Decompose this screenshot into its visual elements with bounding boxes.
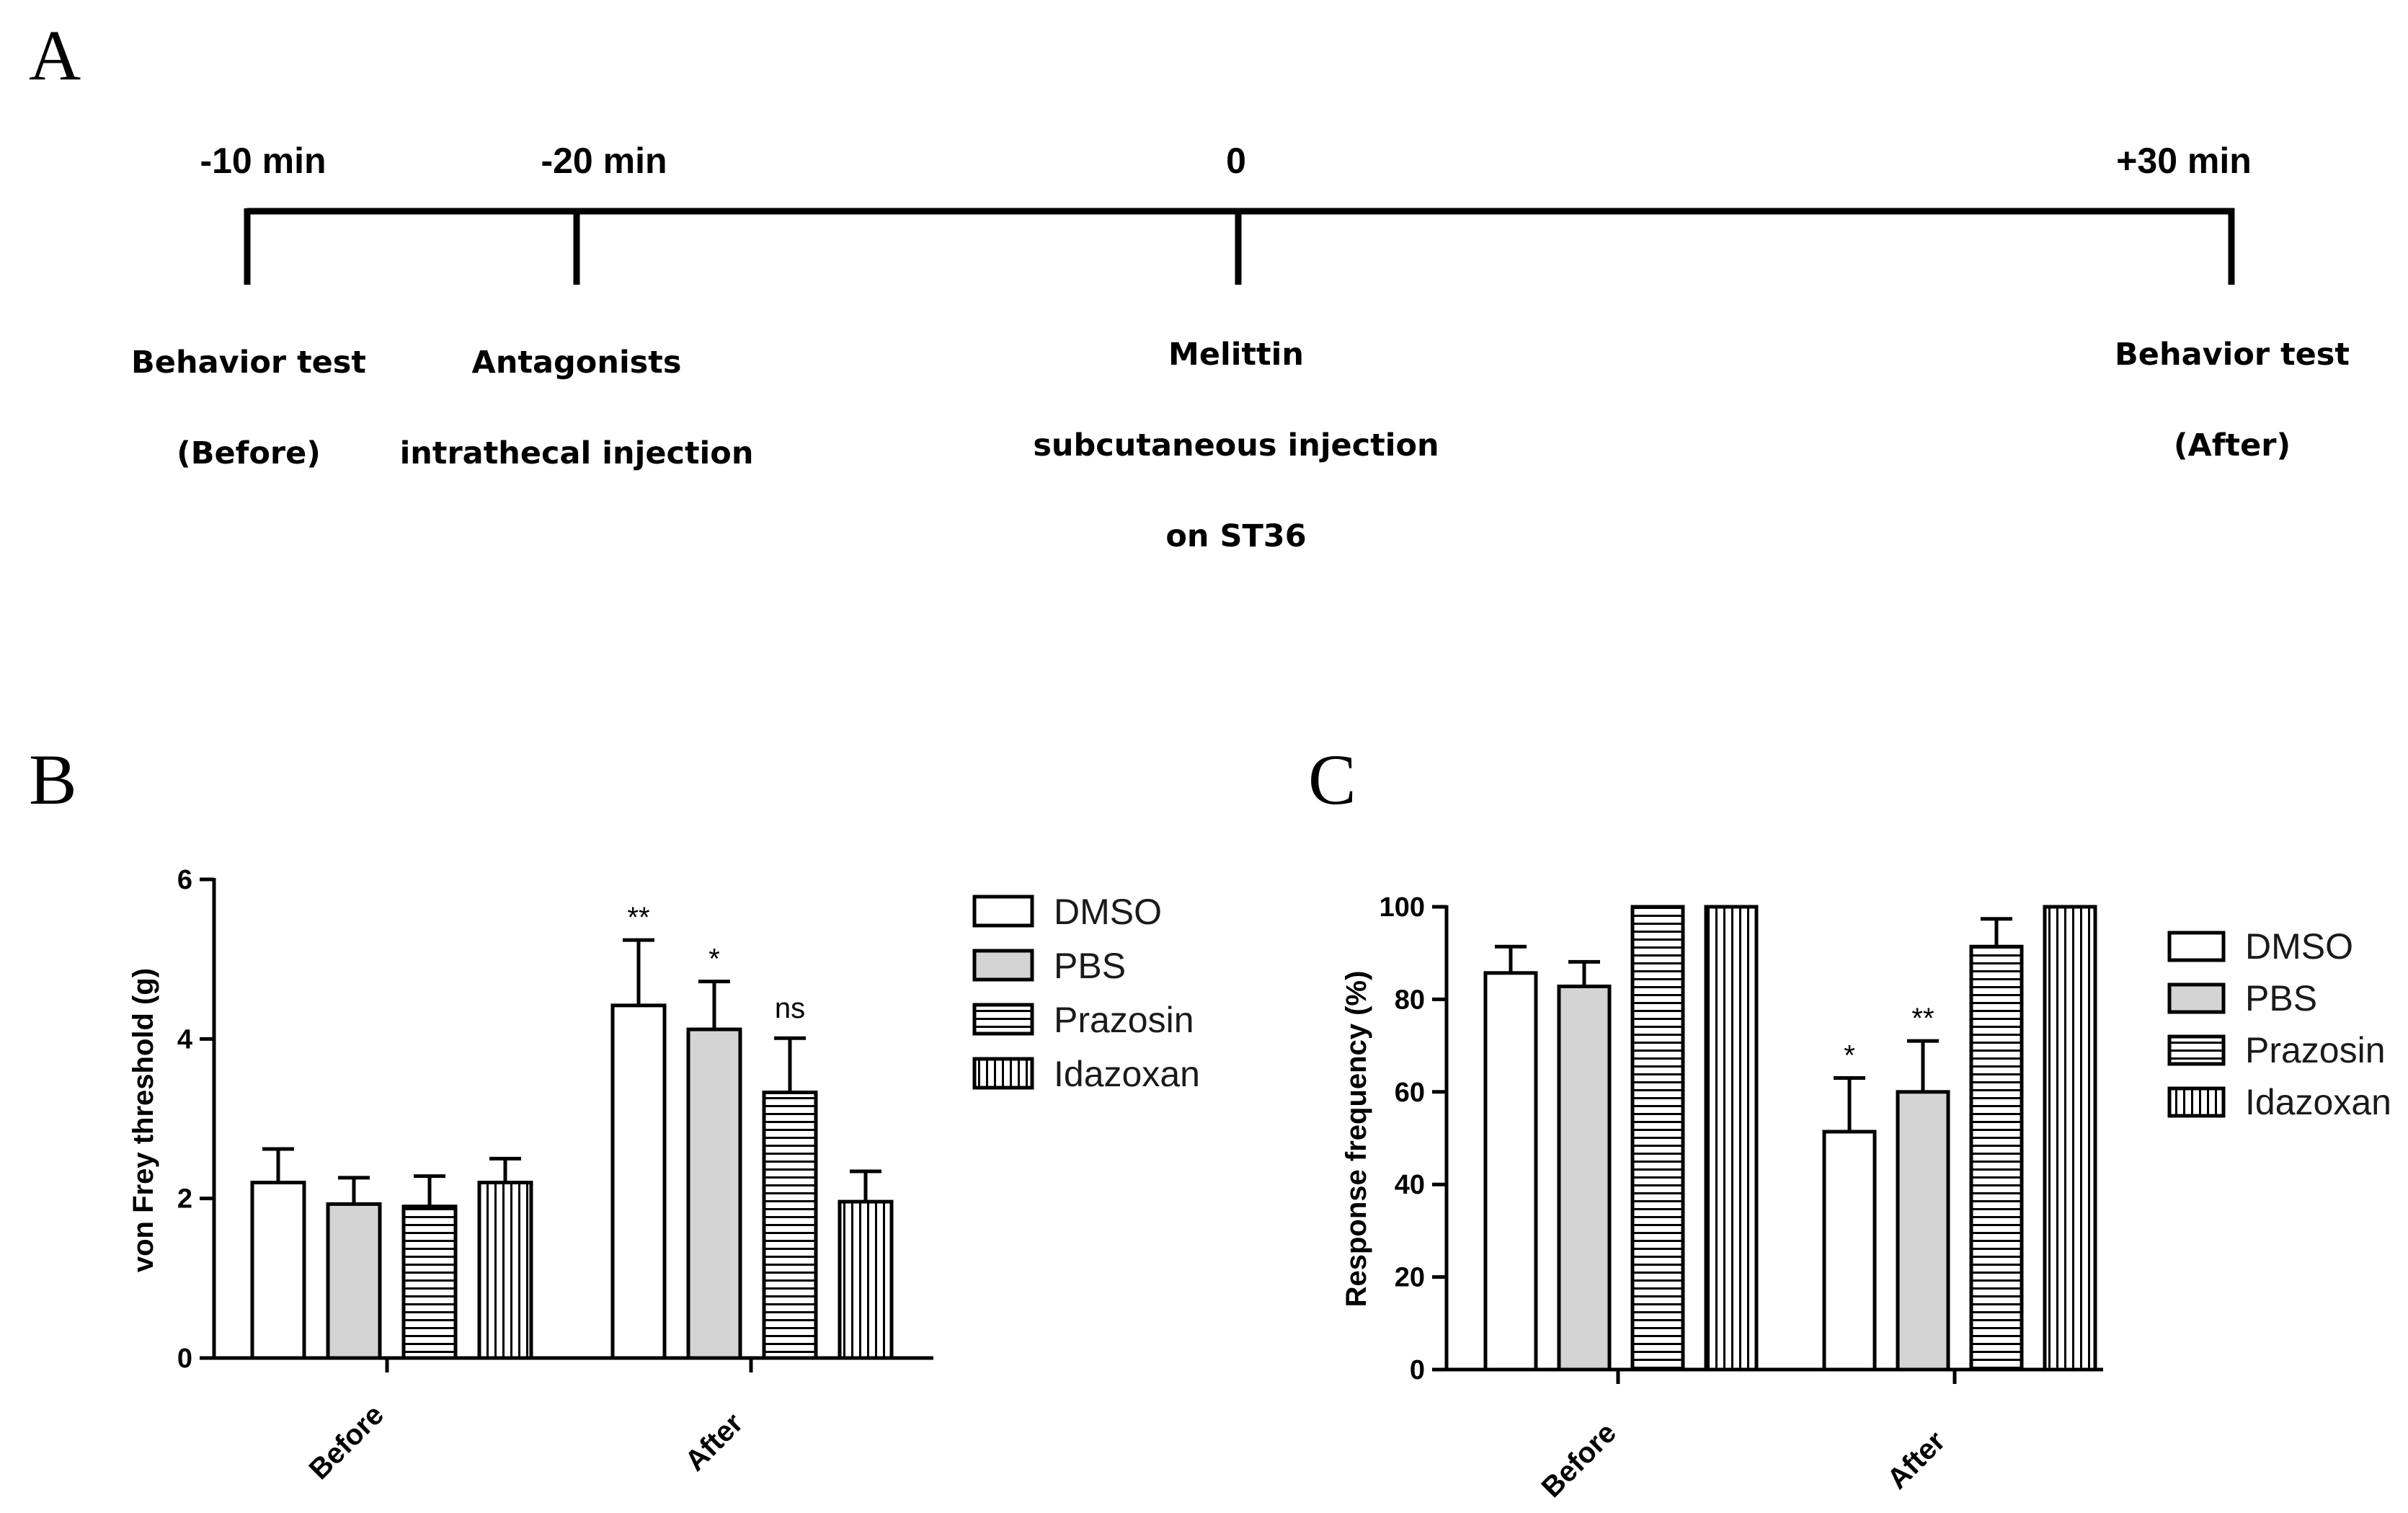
timeline-label-2-line-2: intrathecal injection bbox=[400, 435, 754, 471]
timeline-label-1-line-2: (Before) bbox=[177, 435, 321, 471]
y-axis-title: von Frey threshold (g) bbox=[128, 968, 159, 1272]
y-tick-label: 0 bbox=[1410, 1355, 1425, 1385]
significance-label: * bbox=[1844, 1040, 1855, 1072]
timeline-time-4: +30 min bbox=[2116, 141, 2252, 181]
legend-label-idazoxan: Idazoxan bbox=[1054, 1054, 1200, 1094]
legend-swatch-dmso bbox=[2167, 931, 2226, 962]
bar-after-dmso bbox=[610, 1003, 667, 1360]
bar-before-idazoxan bbox=[1704, 905, 1759, 1372]
significance-label: * bbox=[708, 944, 720, 975]
category-label-after: After bbox=[1881, 1425, 1951, 1495]
legend-label-pbs: PBS bbox=[1054, 946, 1126, 986]
y-tick-label: 40 bbox=[1395, 1170, 1425, 1200]
y-axis-title: Response frequency (%) bbox=[1341, 971, 1372, 1308]
legend-label-idazoxan: Idazoxan bbox=[2245, 1082, 2391, 1122]
panel-label-a: A bbox=[29, 15, 81, 95]
category-label-before: Before bbox=[303, 1398, 390, 1486]
significance-label: ** bbox=[1911, 1003, 1934, 1034]
significance-label: ns bbox=[775, 993, 805, 1024]
significance-label: ** bbox=[627, 902, 649, 933]
bar-before-dmso bbox=[250, 1181, 306, 1360]
category-label-after: After bbox=[679, 1407, 749, 1477]
legend-swatch-prazosin bbox=[972, 1003, 1034, 1036]
bar-before-prazosin bbox=[401, 1204, 458, 1360]
bar-before-pbs bbox=[1557, 984, 1612, 1372]
legend-swatch-dmso bbox=[972, 895, 1034, 928]
bar-after-pbs bbox=[1896, 1090, 1950, 1372]
timeline-label-4-line-1: Behavior test bbox=[2115, 337, 2350, 373]
timeline-time-2: -20 min bbox=[541, 141, 667, 181]
legend-label-pbs: PBS bbox=[2245, 978, 2317, 1019]
bar-after-prazosin bbox=[762, 1090, 818, 1360]
bar-after-prazosin bbox=[1969, 944, 2024, 1372]
y-tick-label: 80 bbox=[1395, 985, 1425, 1015]
legend-swatch-idazoxan bbox=[972, 1057, 1034, 1090]
chart-response-frequency: 0 20 40 60 80 100 Response frequency (%) Before… bbox=[1341, 892, 2391, 1504]
y-tick-label: 20 bbox=[1395, 1263, 1425, 1293]
legend-swatch-pbs bbox=[972, 949, 1034, 982]
legend-swatch-pbs bbox=[2167, 982, 2226, 1014]
legend: DMSO PBS Prazosin Idazoxan bbox=[972, 892, 1200, 1094]
bar-after-idazoxan bbox=[2043, 905, 2097, 1372]
legend-label-dmso: DMSO bbox=[2245, 926, 2353, 967]
y-tick-label: 0 bbox=[177, 1344, 192, 1374]
legend: DMSO PBS Prazosin Idazoxan bbox=[2167, 926, 2391, 1122]
timeline-label-2-line-1: Antagonists bbox=[472, 345, 682, 381]
y-tick-label: 6 bbox=[177, 865, 192, 895]
y-tick-label: 4 bbox=[177, 1024, 192, 1055]
y-tick-label: 2 bbox=[177, 1184, 192, 1215]
timeline-label-4-line-2: (After) bbox=[2174, 427, 2291, 463]
bar-after-dmso bbox=[1822, 1130, 1877, 1372]
timeline-time-1: -10 min bbox=[200, 141, 326, 181]
bar-before-dmso bbox=[1483, 971, 1538, 1372]
legend-swatch-prazosin bbox=[2167, 1034, 2226, 1066]
legend-swatch-idazoxan bbox=[2167, 1086, 2226, 1118]
legend-label-prazosin: Prazosin bbox=[2245, 1030, 2386, 1070]
bar-before-idazoxan bbox=[477, 1181, 533, 1360]
bar-before-prazosin bbox=[1630, 905, 1685, 1372]
timeline-label-3-line-2: subcutaneous injection bbox=[1033, 427, 1439, 463]
legend-label-prazosin: Prazosin bbox=[1054, 1000, 1194, 1040]
timeline-label-1-line-1: Behavior test bbox=[131, 345, 366, 381]
panel-label-c: C bbox=[1308, 740, 1356, 820]
y-tick-label: 100 bbox=[1380, 892, 1425, 923]
bar-after-idazoxan bbox=[838, 1199, 894, 1360]
bar-before-pbs bbox=[326, 1202, 382, 1360]
panel-label-b: B bbox=[29, 740, 77, 820]
y-tick-label: 60 bbox=[1395, 1078, 1425, 1108]
legend-label-dmso: DMSO bbox=[1054, 892, 1162, 932]
timeline: -10 min -20 min 0 +30 min Behavior test … bbox=[131, 141, 2350, 554]
timeline-time-3: 0 bbox=[1226, 141, 1246, 181]
timeline-label-3-line-3: on ST36 bbox=[1165, 518, 1306, 554]
timeline-label-3-line-1: Melittin bbox=[1168, 337, 1304, 373]
bar-after-pbs bbox=[686, 1027, 742, 1360]
category-label-before: Before bbox=[1535, 1416, 1622, 1504]
